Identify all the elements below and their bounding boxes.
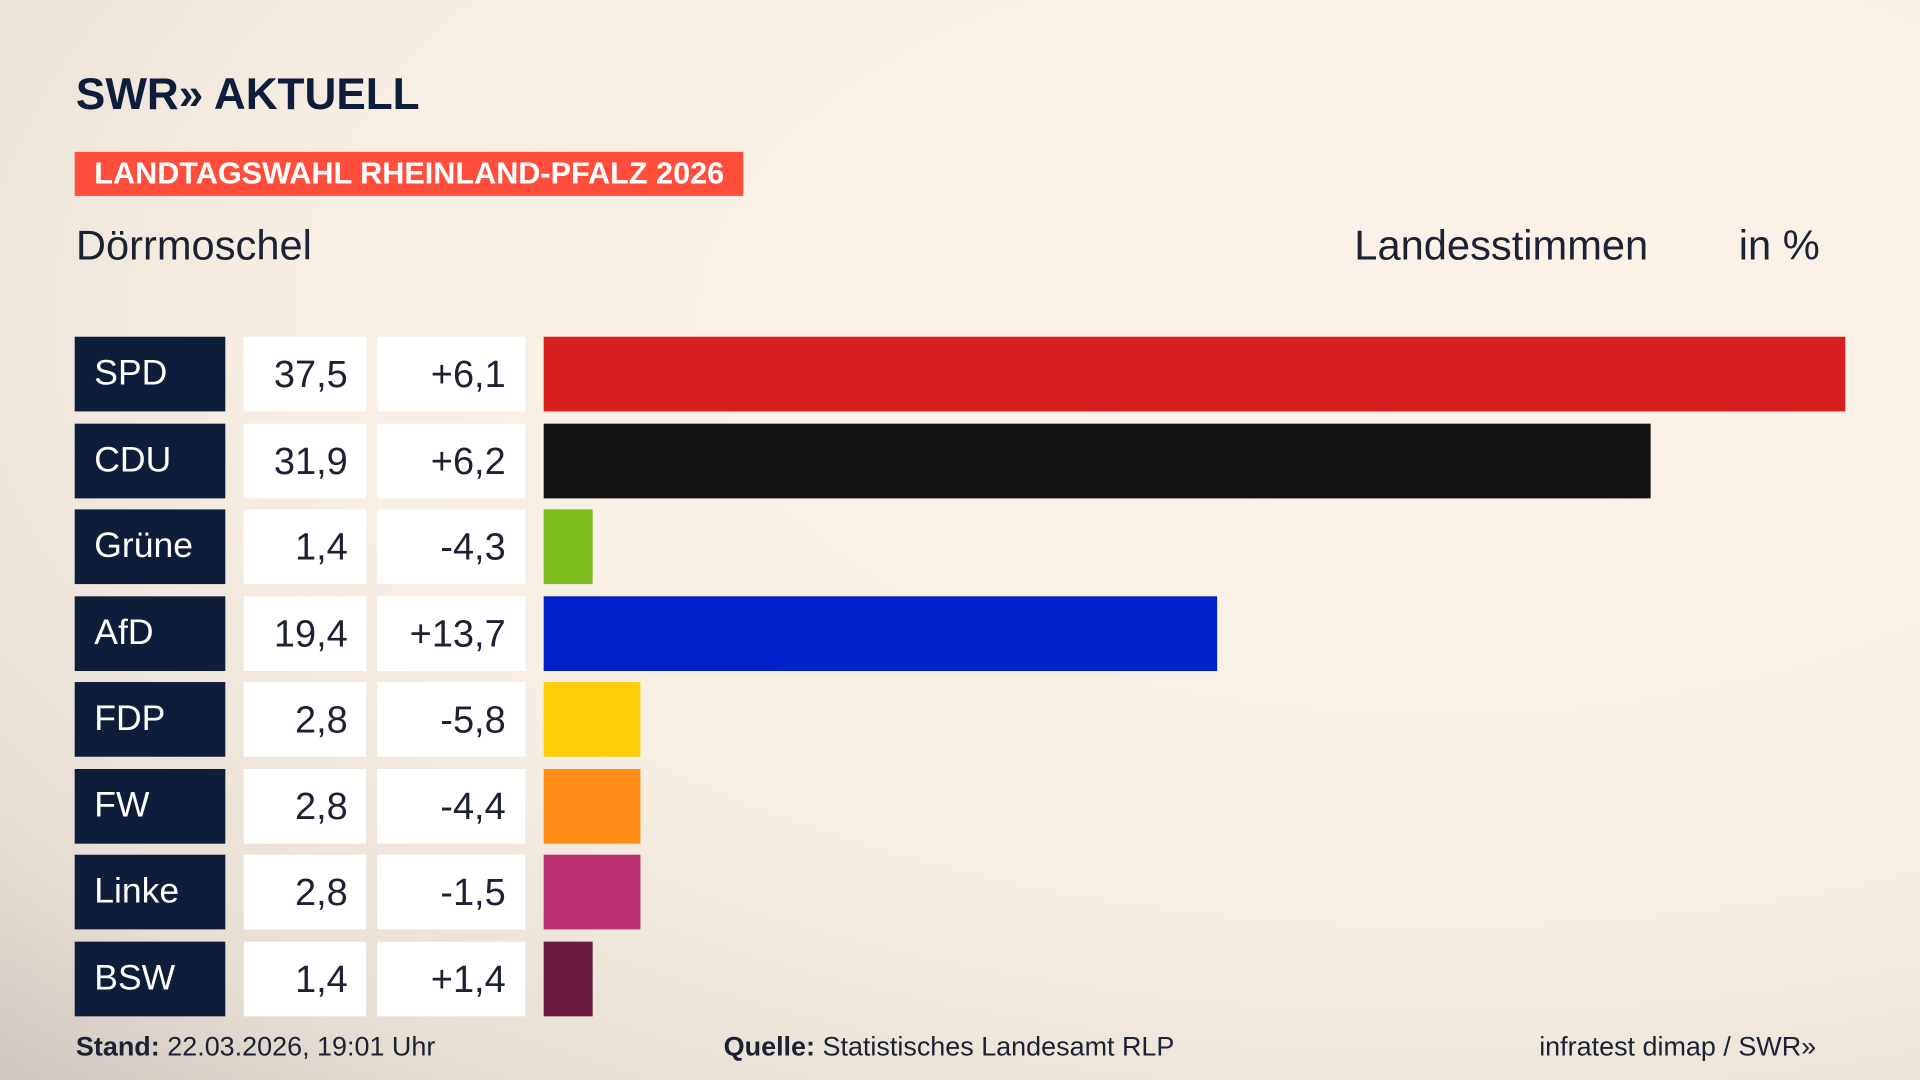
value-label: 37,5 — [243, 336, 367, 412]
credit: infratest dimap / SWR» — [1539, 1031, 1817, 1062]
bar — [543, 854, 641, 930]
stand-value: 22.03.2026, 19:01 Uhr — [167, 1031, 436, 1062]
party-label: AfD — [74, 595, 226, 671]
value-label: 2,8 — [243, 854, 367, 930]
place-title: Dörrmoschel — [75, 222, 312, 270]
bar — [543, 941, 593, 1016]
election-tag: LANDTAGSWAHL RHEINLAND-PFALZ 2026 — [74, 151, 744, 196]
bar — [543, 423, 1651, 498]
timestamp: Stand: 22.03.2026, 19:01 Uhr — [76, 1031, 435, 1063]
party-label: SPD — [74, 336, 226, 412]
party-label: Linke — [74, 854, 226, 930]
bar — [543, 768, 641, 844]
party-label: Grüne — [74, 509, 226, 585]
source-label: Quelle: — [723, 1031, 816, 1062]
source-value: Statistisches Landesamt RLP — [822, 1031, 1175, 1062]
bar — [543, 595, 1218, 671]
diff-label: -5,8 — [377, 682, 526, 757]
value-label: 1,4 — [243, 941, 367, 1016]
votes-type-label: Landesstimmen — [1354, 222, 1649, 270]
diff-label: +6,1 — [377, 336, 526, 412]
diff-label: +6,2 — [377, 423, 526, 498]
diff-label: +13,7 — [377, 595, 526, 671]
diff-label: -1,5 — [377, 854, 526, 930]
party-label: CDU — [74, 423, 226, 498]
party-label: FDP — [74, 682, 226, 757]
bar — [543, 336, 1846, 412]
bar — [543, 682, 641, 757]
diff-label: -4,3 — [377, 509, 526, 585]
source: Quelle: Statistisches Landesamt RLP — [724, 1031, 1175, 1063]
value-label: 1,4 — [243, 509, 367, 585]
bar — [543, 509, 593, 585]
value-label: 2,8 — [243, 768, 367, 844]
diff-label: +1,4 — [377, 941, 526, 1016]
stand-label: Stand: — [75, 1031, 160, 1062]
value-label: 19,4 — [243, 595, 367, 671]
swr-aktuell-logo: SWR» AKTUELL — [75, 68, 420, 119]
value-label: 2,8 — [243, 682, 367, 757]
diff-label: -4,4 — [377, 768, 526, 844]
unit-label: in % — [1738, 222, 1820, 270]
party-label: BSW — [74, 941, 226, 1016]
value-label: 31,9 — [243, 423, 367, 498]
party-label: FW — [74, 768, 226, 844]
